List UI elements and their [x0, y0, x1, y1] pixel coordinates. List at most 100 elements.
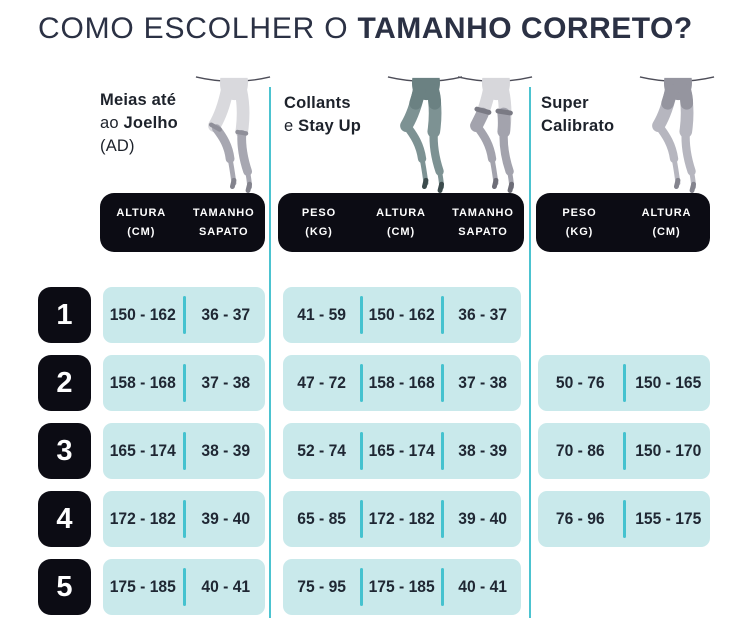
cell-value: 172 - 182: [109, 509, 176, 528]
cell-value: 37 - 38: [200, 373, 250, 392]
row-number-badge: 3: [38, 423, 91, 479]
section-label-collants: Collants e Stay Up: [284, 92, 361, 138]
column-header-line2: (CM): [386, 225, 416, 238]
column-header-line1: TAMANHO: [192, 206, 255, 219]
size-cell-meias: 172 - 182 39 - 40: [103, 491, 265, 547]
section-label-line: Calibrato: [541, 115, 614, 138]
size-cell-meias: 175 - 185 40 - 41: [103, 559, 265, 615]
value-separator: [360, 500, 364, 538]
cell-value: 47 - 72: [297, 373, 347, 392]
page-title-regular: COMO ESCOLHER O: [38, 12, 349, 45]
section-label-text: Meias até: [100, 91, 177, 109]
cell-value: 50 - 76: [555, 373, 605, 392]
value-separator: [622, 364, 626, 402]
value-separator: [440, 364, 444, 402]
cell-value: 39 - 40: [457, 509, 507, 528]
section-label-meias: Meias até ao Joelho (AD): [100, 89, 178, 158]
column-header-line1: PESO: [301, 206, 337, 219]
column-header: TAMANHO SAPATO: [442, 204, 524, 242]
row-number: 5: [56, 570, 73, 603]
column-header-line1: ALTURA: [376, 206, 426, 219]
column-header-line2: (CM): [127, 225, 156, 238]
value-separator: [360, 568, 364, 606]
cell-value: 175 - 185: [109, 577, 176, 596]
value-separator: [440, 296, 444, 334]
cell-value: 150 - 170: [634, 441, 701, 460]
column-header: ALTURA (CM): [623, 204, 710, 242]
size-cell-collants: 47 - 72 158 - 168 37 - 38: [283, 355, 521, 411]
value-separator: [182, 500, 186, 538]
section-label-text: Collants: [284, 94, 351, 112]
cell-value: 38 - 39: [200, 441, 250, 460]
row-number: 4: [56, 502, 73, 535]
cell-value: 172 - 182: [368, 509, 436, 528]
cell-value: 150 - 162: [109, 305, 176, 324]
column-header: PESO (KG): [536, 204, 623, 242]
collants-illustration: [386, 70, 464, 194]
row-number: 3: [56, 434, 73, 467]
section-label-text: Super: [541, 94, 589, 112]
section-label-text: Stay Up: [298, 117, 362, 135]
knee-high-socks-illustration: [194, 70, 272, 194]
cell-value: 52 - 74: [297, 441, 347, 460]
size-cell-meias: 158 - 168 37 - 38: [103, 355, 265, 411]
column-header: TAMANHO SAPATO: [183, 204, 266, 242]
column-header: ALTURA (CM): [100, 204, 183, 242]
section-label-line: e Stay Up: [284, 115, 361, 138]
cell-value: 155 - 175: [634, 509, 701, 528]
section-label-line: Collants: [284, 92, 361, 115]
section-label-text: ao: [100, 114, 124, 132]
row-number-badge: 1: [38, 287, 91, 343]
size-cell-collants: 52 - 74 165 - 174 38 - 39: [283, 423, 521, 479]
column-header-line2: (CM): [652, 225, 681, 238]
value-separator: [360, 296, 364, 334]
section-label-text: Joelho: [123, 114, 178, 132]
section-label-super: Super Calibrato: [541, 92, 614, 138]
value-separator: [622, 500, 626, 538]
section-label-text: (AD): [100, 137, 135, 155]
value-separator: [360, 364, 364, 402]
column-header-line1: PESO: [562, 206, 597, 219]
column-header-line2: (KG): [305, 225, 333, 238]
cell-value: 76 - 96: [555, 509, 605, 528]
page-title-emphasis: TAMANHO CORRETO?: [357, 12, 693, 45]
cell-value: 36 - 37: [200, 305, 250, 324]
column-header-bar-meias: ALTURA (CM) TAMANHO SAPATO: [100, 193, 265, 252]
size-cell-meias: 165 - 174 38 - 39: [103, 423, 265, 479]
cell-value: 65 - 85: [297, 509, 347, 528]
stayup-illustration: [456, 70, 534, 194]
row-number-badge: 4: [38, 491, 91, 547]
column-header-line2: SAPATO: [458, 225, 508, 238]
cell-value: 150 - 165: [634, 373, 701, 392]
row-number: 2: [56, 366, 73, 399]
value-separator: [440, 500, 444, 538]
section-label-text: e: [284, 117, 299, 135]
cell-value: 38 - 39: [457, 441, 507, 460]
column-header: PESO (KG): [278, 204, 360, 242]
row-number-badge: 2: [38, 355, 91, 411]
cell-value: 37 - 38: [457, 373, 507, 392]
size-cell-collants: 41 - 59 150 - 162 36 - 37: [283, 287, 521, 343]
cell-value: 75 - 95: [297, 577, 347, 596]
section-label-text: Calibrato: [541, 117, 615, 135]
column-header-line1: ALTURA: [641, 206, 692, 219]
value-separator: [182, 296, 186, 334]
size-cell-super: 50 - 76 150 - 165: [538, 355, 710, 411]
section-divider-2: [529, 87, 531, 618]
section-divider-1: [269, 87, 271, 618]
cell-value: 158 - 168: [109, 373, 176, 392]
cell-value: 158 - 168: [368, 373, 436, 392]
size-cell-meias: 150 - 162 36 - 37: [103, 287, 265, 343]
section-label-line: Super: [541, 92, 614, 115]
cell-value: 165 - 174: [368, 441, 436, 460]
cell-value: 175 - 185: [368, 577, 436, 596]
cell-value: 36 - 37: [457, 305, 507, 324]
value-separator: [360, 432, 364, 470]
value-separator: [440, 432, 444, 470]
section-label-line: (AD): [100, 135, 178, 158]
cell-value: 41 - 59: [297, 305, 347, 324]
value-separator: [182, 432, 186, 470]
column-header-line2: (KG): [565, 225, 594, 238]
cell-value: 39 - 40: [200, 509, 250, 528]
value-separator: [182, 364, 186, 402]
